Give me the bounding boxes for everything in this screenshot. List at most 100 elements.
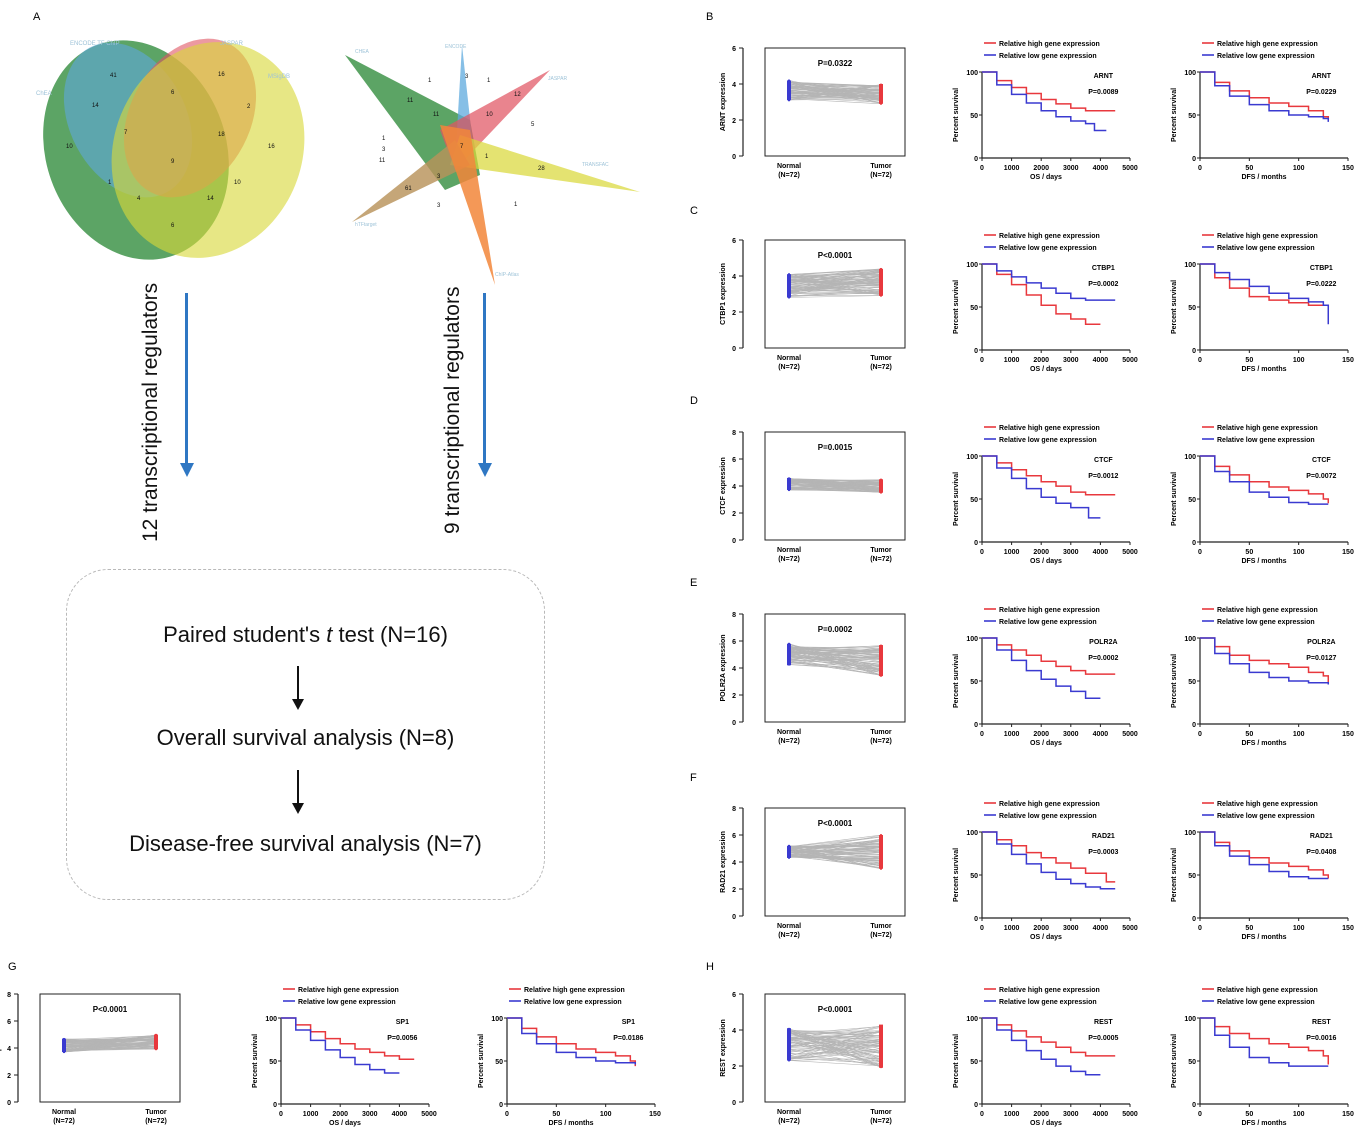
- x-category-label: Normal: [777, 355, 801, 362]
- pair-line: [788, 86, 882, 90]
- p-value: P=0.0012: [1088, 473, 1118, 480]
- x-category-n: (N=72): [53, 1118, 75, 1125]
- pair-line: [788, 856, 882, 862]
- x-tick-label: 100: [1293, 165, 1305, 172]
- panel-e: E 0 2 4 6 8 POLR2A expression P=0.0002 Normal (N=…: [690, 577, 1354, 747]
- x-axis-title: DFS / months: [1241, 740, 1286, 747]
- pair-line: [788, 82, 882, 87]
- p-value: P=0.0003: [1088, 849, 1118, 856]
- y-tick-label: 0: [974, 722, 978, 729]
- y-axis-title: Percent survival: [1171, 88, 1178, 142]
- legend-label: Relative low gene expression: [524, 999, 622, 1006]
- y-tick-label: 0: [1192, 916, 1196, 923]
- pair-line: [788, 1041, 882, 1061]
- y-axis-title: Percent survival: [953, 472, 960, 526]
- low-expression-curve: [507, 1017, 637, 1065]
- pair-line: [788, 1031, 882, 1042]
- normal-range-bar: [62, 1038, 66, 1053]
- x-category-n: (N=72): [870, 932, 892, 939]
- x-axis-title: OS / days: [1030, 366, 1062, 373]
- x-tick-label: 100: [1293, 925, 1305, 932]
- y-tick-label: 50: [495, 1059, 503, 1066]
- high-expression-curve: [982, 71, 1116, 112]
- venn5-side-note: 1 3 11: [379, 136, 386, 164]
- panel-f: F 0 2 4 6 8 RAD21 expression P<0.0001 Normal (N=7…: [690, 772, 1354, 941]
- gene-label: SP1: [622, 1019, 635, 1026]
- y-tick-label: 4: [7, 1046, 11, 1053]
- pair-line: [788, 1036, 882, 1047]
- x-tick-label: 150: [1342, 731, 1354, 738]
- low-expression-curve: [1200, 71, 1330, 122]
- venn5-count: 1: [485, 154, 489, 160]
- panel-letter: E: [690, 577, 697, 589]
- normal-range-bar: [787, 477, 791, 491]
- y-tick-label: 50: [970, 305, 978, 312]
- pair-line: [788, 1057, 882, 1064]
- y-tick-label: 4: [732, 484, 736, 491]
- x-category-n: (N=72): [870, 738, 892, 745]
- x-tick-label: 2000: [1033, 549, 1049, 556]
- gene-label: CTBP1: [1092, 265, 1115, 272]
- venn5-note-line: 3: [382, 147, 386, 153]
- high-expression-curve: [1200, 71, 1330, 120]
- low-expression-curve: [982, 71, 1107, 132]
- y-tick-label: 100: [966, 636, 978, 643]
- y-tick-label: 100: [1184, 70, 1196, 77]
- venn5-count: 1: [487, 78, 491, 84]
- x-tick-label: 5000: [421, 1111, 437, 1118]
- y-tick-label: 50: [1188, 497, 1196, 504]
- down-arrow-icon: [292, 666, 304, 710]
- y-axis-title: Percent survival: [1171, 472, 1178, 526]
- pair-line: [788, 1033, 882, 1053]
- x-tick-label: 1000: [1004, 925, 1020, 932]
- y-tick-label: 100: [1184, 830, 1196, 837]
- y-axis-title: SP1 expression: [0, 1022, 2, 1074]
- pair-line: [788, 485, 882, 489]
- venn5-petal-tan: [352, 140, 470, 222]
- x-tick-label: 0: [980, 357, 984, 364]
- legend-label: Relative low gene expression: [1217, 813, 1315, 820]
- pair-line: [788, 652, 882, 670]
- x-tick-label: 0: [980, 165, 984, 172]
- low-expression-curve: [982, 831, 1116, 890]
- x-tick-label: 100: [1293, 731, 1305, 738]
- pair-line: [788, 662, 882, 667]
- y-tick-label: 100: [966, 70, 978, 77]
- pair-line: [788, 651, 882, 655]
- x-tick-label: 3000: [1063, 549, 1079, 556]
- venn4-count: 16: [268, 144, 275, 150]
- venn4-set-4: [111, 42, 305, 258]
- left-down-arrow-icon: [180, 293, 194, 477]
- x-category-n: (N=72): [870, 556, 892, 563]
- workflow-step-ttest-italic: t: [326, 622, 333, 647]
- pair-line: [788, 478, 882, 482]
- y-tick-label: 50: [970, 873, 978, 880]
- pair-line: [63, 1040, 157, 1042]
- gene-label: CTCF: [1094, 457, 1113, 464]
- venn4-count: 6: [171, 223, 175, 229]
- pair-line: [788, 281, 882, 285]
- pair-line: [788, 855, 882, 863]
- y-tick-label: 8: [732, 612, 736, 619]
- x-tick-label: 2000: [1033, 357, 1049, 364]
- x-tick-label: 2000: [1033, 165, 1049, 172]
- p-value: P=0.0002: [818, 625, 853, 634]
- x-axis-title: OS / days: [1030, 558, 1062, 565]
- y-axis-title: POLR2A expression: [720, 634, 727, 701]
- plot-frame: [764, 613, 906, 723]
- venn5-count: 11: [433, 112, 440, 118]
- y-axis-title: Percent survival: [953, 1034, 960, 1088]
- pair-line: [788, 81, 882, 97]
- legend-label: Relative low gene expression: [1217, 619, 1315, 626]
- legend-label: Relative low gene expression: [999, 619, 1097, 626]
- normal-range-bar: [787, 1028, 791, 1061]
- pair-line: [788, 288, 882, 294]
- normal-range-bar: [787, 80, 791, 101]
- y-axis-title: Percent survival: [1171, 654, 1178, 708]
- y-tick-label: 100: [491, 1016, 503, 1023]
- x-tick-label: 0: [1198, 357, 1202, 364]
- venn5-count: 10: [486, 112, 493, 118]
- x-tick-label: 50: [1245, 731, 1253, 738]
- legend-label: Relative high gene expression: [1217, 425, 1318, 432]
- x-category-label: Tumor: [145, 1109, 167, 1116]
